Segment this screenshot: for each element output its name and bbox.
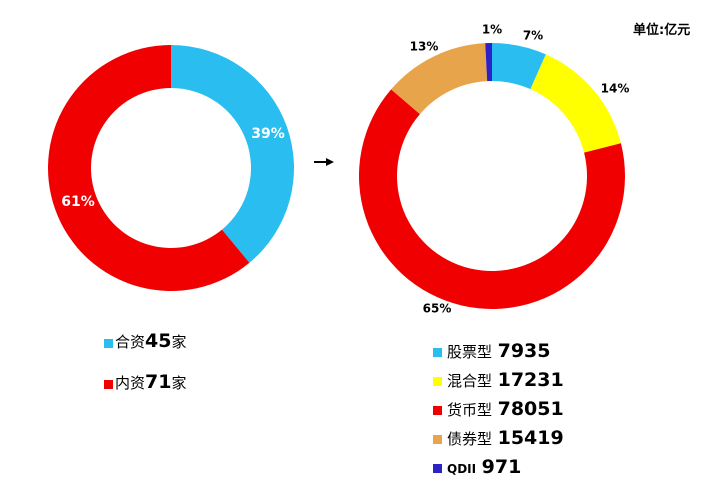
legend-unit: 家 (171, 333, 187, 351)
right-donut-slice-4 (485, 43, 492, 82)
legend-name: 货币型 (447, 401, 493, 419)
legend-name: QDII (447, 462, 477, 476)
left-donut-slice-0 (171, 45, 294, 263)
right-donut-slice-1 (530, 54, 621, 153)
right-donut-label-0: 7% (523, 29, 543, 43)
arrow-icon (314, 158, 334, 166)
right-donut-label-3: 13% (410, 40, 439, 54)
legend-value: 71 (145, 371, 172, 393)
legend-value: 971 (481, 456, 522, 478)
legend-value: 45 (145, 330, 172, 352)
right-donut-label-4: 1% (482, 23, 502, 37)
left-donut-slice-1 (47, 45, 250, 291)
legend-name: 内资 (115, 374, 146, 392)
legend-swatch (433, 348, 442, 357)
right-donut-label-2: 65% (423, 302, 452, 316)
left-donut-label-1: 61% (61, 194, 95, 210)
right-donut-label-1: 14% (601, 82, 630, 96)
unit-label: 单位:亿元 (633, 23, 691, 38)
legend-value: 78051 (497, 398, 564, 420)
left-donut-label-0: 39% (251, 126, 285, 142)
legend-swatch (433, 377, 442, 386)
right-donut-slice-3 (391, 43, 488, 115)
legend-name: 股票型 (447, 343, 493, 361)
legend-value: 15419 (497, 427, 564, 449)
right-donut-slice-2 (358, 89, 625, 309)
left-donut: 39% 61% (47, 45, 294, 291)
legend-swatch (433, 406, 442, 415)
legend-swatch (104, 339, 113, 348)
legend-name: 债券型 (447, 430, 493, 448)
legend-swatch (433, 464, 442, 473)
legend-swatch (433, 435, 442, 444)
legend-name: 合资 (115, 333, 146, 351)
legend-swatch (104, 380, 113, 389)
legend-value: 17231 (497, 369, 564, 391)
right-donut: 7% 14% 65% 13% 1% (358, 23, 630, 316)
legend-name: 混合型 (447, 372, 493, 390)
legend-unit: 家 (171, 374, 187, 392)
right-donut-slice-0 (492, 43, 546, 90)
legend-value: 7935 (497, 340, 551, 362)
